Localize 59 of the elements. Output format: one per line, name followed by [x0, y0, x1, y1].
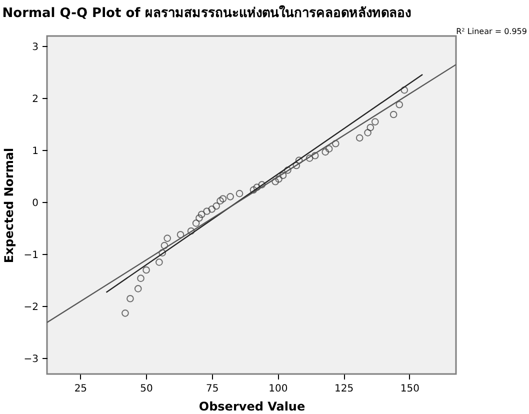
x-tick-label: 150	[400, 384, 420, 394]
chart-title: Normal Q-Q Plot of ผลรามสมรรถนะแห่งตนในการคลอดหลังทดลอง	[2, 4, 411, 21]
text: R² Linear = 0.959	[456, 27, 527, 36]
point	[126, 294, 134, 302]
point	[400, 86, 408, 94]
point	[137, 274, 144, 282]
point	[306, 154, 314, 162]
y-tick-label: 0	[32, 198, 38, 209]
point	[198, 210, 206, 218]
point	[203, 208, 211, 215]
point	[164, 234, 172, 242]
x-tick-label: 125	[334, 384, 354, 394]
point	[332, 140, 340, 148]
point	[390, 110, 398, 118]
point	[295, 156, 303, 164]
y-tick-label: −2	[24, 302, 38, 313]
point	[284, 166, 292, 174]
x-tick-label: 75	[206, 384, 219, 394]
point	[134, 285, 142, 292]
point	[292, 162, 300, 170]
point	[122, 310, 129, 317]
point	[275, 175, 282, 183]
point	[219, 195, 227, 202]
point	[356, 134, 364, 142]
x-tick-label: 50	[140, 384, 153, 394]
point	[156, 258, 163, 266]
y-tick-label: 2	[32, 94, 38, 105]
point	[364, 129, 372, 136]
point	[236, 190, 244, 198]
point	[176, 230, 184, 238]
point	[258, 181, 266, 188]
point	[366, 124, 374, 132]
point	[396, 100, 404, 108]
point	[322, 148, 330, 156]
point	[279, 172, 287, 180]
point	[212, 202, 220, 210]
point	[208, 206, 216, 213]
point	[250, 186, 258, 194]
point	[160, 242, 168, 250]
x-tick-label: 100	[268, 384, 288, 394]
x-axis-title: Observed Value	[198, 400, 306, 414]
y-tick-label: −3	[24, 354, 38, 365]
point	[325, 145, 333, 152]
point	[371, 118, 379, 126]
x-tick-label: 25	[74, 384, 88, 394]
point	[158, 249, 166, 256]
y-tick-label: 3	[32, 42, 38, 53]
point	[253, 184, 261, 191]
y-tick-label: 1	[32, 146, 38, 157]
point	[196, 214, 203, 222]
point	[192, 220, 200, 227]
point	[187, 227, 195, 235]
point	[311, 152, 319, 160]
point	[226, 193, 234, 200]
y-axis-title: Expected Normal	[2, 148, 16, 264]
point	[272, 178, 279, 186]
point	[142, 266, 150, 274]
point	[216, 197, 224, 204]
y-tick-label: −1	[24, 250, 38, 261]
